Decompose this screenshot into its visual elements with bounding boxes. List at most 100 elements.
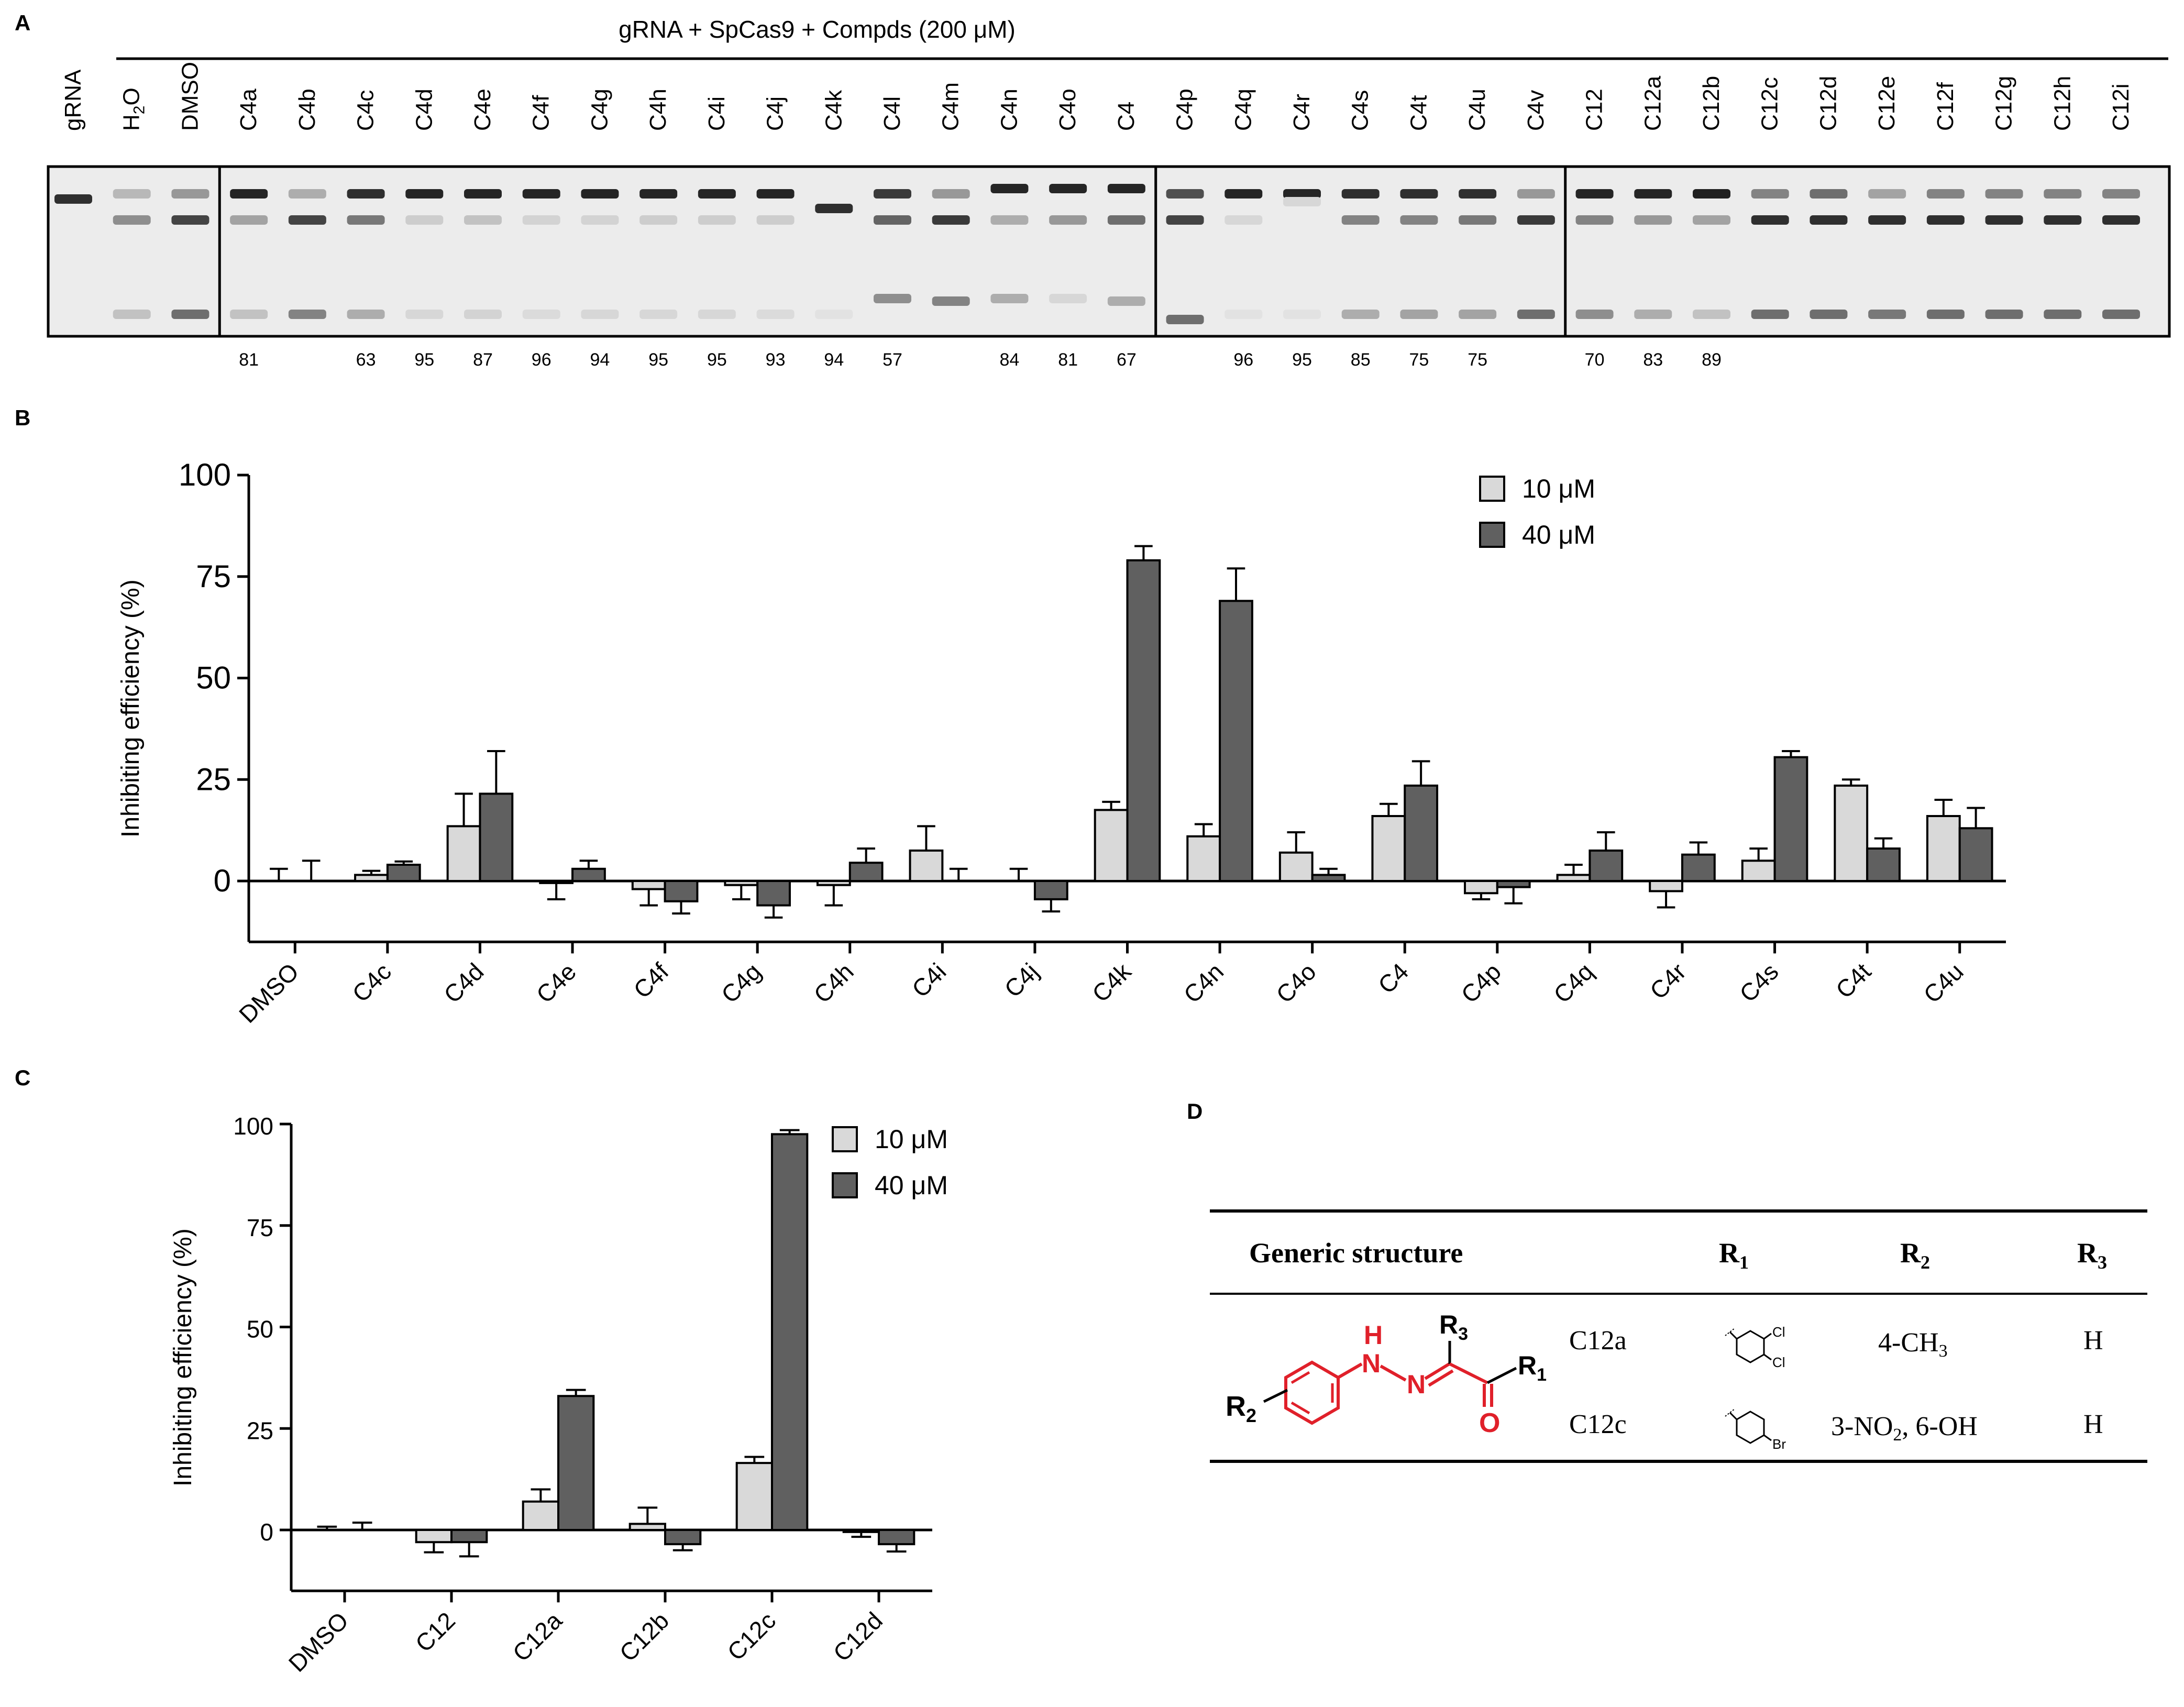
lane-label: gRNA	[60, 69, 86, 131]
gel-band	[2044, 189, 2082, 199]
x-tick-label: C4t	[1830, 957, 1877, 1004]
gel-band	[1459, 189, 1497, 199]
gel-band	[288, 310, 326, 319]
x-tick-label: C12	[410, 1607, 460, 1657]
lane-label: C4c	[353, 90, 379, 131]
gel-band	[1049, 184, 1087, 193]
lane-labels: gRNA H2O DMSO C4a C4b C4c C4d C4e C4f C4g C4h C4i C4…	[60, 62, 2134, 131]
cleavage-percent: 96	[1233, 350, 1253, 370]
wavy-attachment	[1725, 1408, 1735, 1417]
x-tick-label: C4h	[808, 958, 858, 1008]
gel-band	[230, 310, 268, 319]
cleavage-percent-labels: 81 63 95 87 96 94 95 95 93 94 57 84 81 67 96 95 85 75 75 70…	[239, 350, 1722, 370]
cleavage-percent: 57	[883, 350, 902, 370]
phenyl-ring	[1284, 1360, 1340, 1425]
x-tick-label: C4u	[1918, 958, 1968, 1008]
gel-band	[1225, 310, 1263, 319]
attachment-bond	[1729, 1331, 1738, 1340]
panel-b-letter: B	[15, 405, 30, 430]
bar	[842, 1529, 880, 1533]
legend-label: 40 μM	[875, 1171, 948, 1200]
bar	[628, 1523, 667, 1531]
panel-c: C 0 25 50 75 100 Inhibiting efficiency (%) DMS…	[15, 1065, 948, 1677]
bar	[1126, 559, 1161, 882]
y-axis-label: Inhibiting efficiency (%)	[117, 579, 145, 838]
cleavage-percent: 70	[1585, 350, 1605, 370]
gel-band	[1693, 310, 1730, 319]
gel-band	[171, 215, 209, 225]
cleavage-percent: 85	[1351, 350, 1371, 370]
legend-label: 40 μM	[1522, 520, 1595, 549]
gel-band	[874, 215, 911, 225]
gel-band	[2044, 215, 2082, 225]
legend-label: 10 μM	[875, 1125, 948, 1154]
gel-band	[2102, 310, 2140, 319]
gel-band	[1283, 197, 1321, 206]
legend-label: 10 μM	[1522, 474, 1595, 503]
structure-r2: R2	[1226, 1391, 1256, 1426]
x-tick-label: C4s	[1734, 958, 1784, 1008]
gel-band	[230, 215, 268, 225]
row2-r1-structure: Br	[1725, 1408, 1786, 1452]
gel-band	[1283, 310, 1321, 319]
gel-band	[1926, 310, 1965, 319]
gel-band	[2044, 310, 2082, 319]
cl-bond	[1763, 1353, 1772, 1361]
gel-band	[639, 189, 678, 199]
lane-label: C4j	[763, 96, 788, 131]
x-tick-label: C4i	[907, 958, 952, 1003]
gel-band	[1225, 189, 1263, 199]
lane-label: C12	[1582, 89, 1607, 131]
lane-label: C4i	[704, 96, 730, 131]
r1-ring-icon	[1736, 1330, 1765, 1363]
panel-a-letter: A	[15, 10, 30, 35]
lane-label: C4e	[470, 89, 495, 131]
bar	[756, 880, 791, 907]
bar	[1589, 849, 1624, 882]
lane-label: C12d	[1815, 76, 1841, 131]
bar	[1464, 880, 1498, 895]
gel-band	[171, 310, 209, 319]
lane-label: C4n	[996, 89, 1022, 131]
cl-bond	[1763, 1332, 1772, 1340]
bar	[1371, 815, 1406, 882]
c-n-double-bond	[1424, 1362, 1450, 1380]
bar	[446, 825, 481, 882]
y-tick-label: 100	[179, 457, 231, 492]
row2-r1-br: Br	[1772, 1436, 1786, 1452]
bar	[1496, 880, 1531, 888]
gel-band	[756, 310, 795, 319]
chart-c: 0 25 50 75 100 Inhibiting efficiency (%) DMSO C…	[169, 1113, 948, 1677]
gel-band	[1985, 310, 2023, 319]
bar	[848, 862, 884, 882]
row1-r1-cl-a: Cl	[1772, 1324, 1785, 1340]
lane-label: C4h	[645, 89, 671, 131]
lane-label: C4g	[587, 89, 612, 131]
bar	[735, 1462, 774, 1531]
gel-band	[1517, 215, 1555, 225]
lane-label: C4p	[1172, 89, 1198, 131]
gel-band	[815, 204, 853, 213]
lane-label: C12g	[1991, 76, 2017, 131]
bar	[1958, 827, 1993, 882]
lane-label: C4l	[879, 96, 905, 131]
header-generic-structure: Generic structure	[1249, 1237, 1463, 1269]
row1-r1-cl-b: Cl	[1772, 1354, 1785, 1370]
n-n-bond	[1380, 1364, 1407, 1382]
cleavage-percent: 75	[1468, 350, 1487, 370]
bar	[479, 792, 514, 882]
gel-band	[405, 310, 444, 319]
lane-label: C4v	[1523, 90, 1549, 131]
gel-band	[581, 310, 619, 319]
cleavage-percent: 96	[532, 350, 551, 370]
x-tick-label: C12d	[828, 1607, 888, 1667]
bar	[1219, 600, 1253, 882]
y-tick-label: 75	[247, 1214, 273, 1241]
gel-band	[1517, 310, 1555, 319]
lane-label: C4r	[1289, 94, 1315, 131]
generic-structure-drawing: R2 H N N R3 R1 O	[1226, 1310, 1547, 1438]
bar	[664, 880, 699, 902]
gel-band	[288, 189, 326, 199]
gel-band	[2102, 215, 2140, 225]
gel-band	[288, 215, 326, 225]
